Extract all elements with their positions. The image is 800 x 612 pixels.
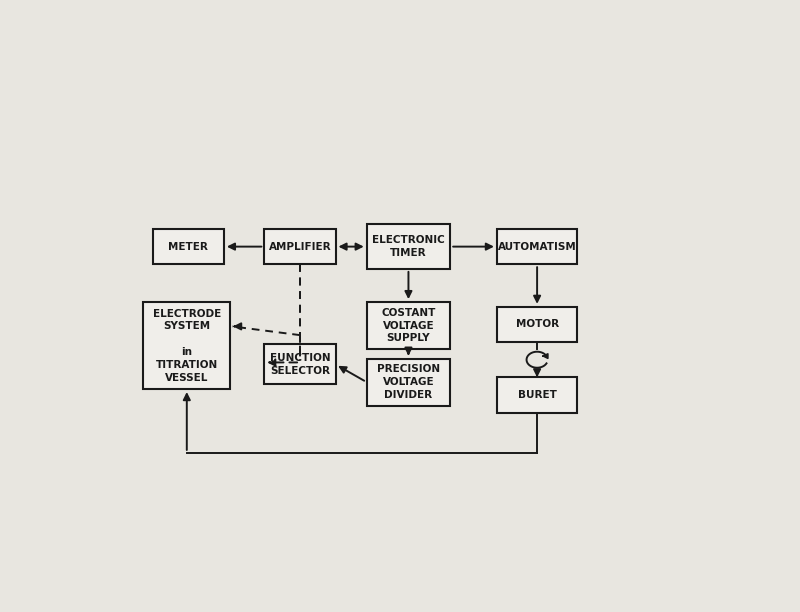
FancyBboxPatch shape (497, 307, 578, 342)
Text: ELECTRONIC
TIMER: ELECTRONIC TIMER (372, 235, 445, 258)
Text: MOTOR: MOTOR (515, 319, 558, 329)
FancyBboxPatch shape (366, 359, 450, 406)
Text: PRECISION
VOLTAGE
DIVIDER: PRECISION VOLTAGE DIVIDER (377, 364, 440, 400)
Text: ELECTRODE
SYSTEM

in
TITRATION
VESSEL: ELECTRODE SYSTEM in TITRATION VESSEL (153, 308, 221, 382)
FancyBboxPatch shape (366, 224, 450, 269)
FancyBboxPatch shape (264, 229, 336, 264)
FancyBboxPatch shape (366, 302, 450, 349)
Text: COSTANT
VOLTAGE
SUPPLY: COSTANT VOLTAGE SUPPLY (382, 308, 436, 343)
Text: AMPLIFIER: AMPLIFIER (269, 242, 331, 252)
FancyBboxPatch shape (143, 302, 230, 389)
FancyBboxPatch shape (497, 229, 578, 264)
FancyBboxPatch shape (264, 345, 336, 384)
Text: AUTOMATISM: AUTOMATISM (498, 242, 577, 252)
Text: BURET: BURET (518, 390, 557, 400)
FancyBboxPatch shape (497, 378, 578, 412)
Text: METER: METER (169, 242, 208, 252)
Text: FUNCTION
SELECTOR: FUNCTION SELECTOR (270, 353, 330, 376)
FancyBboxPatch shape (153, 229, 224, 264)
